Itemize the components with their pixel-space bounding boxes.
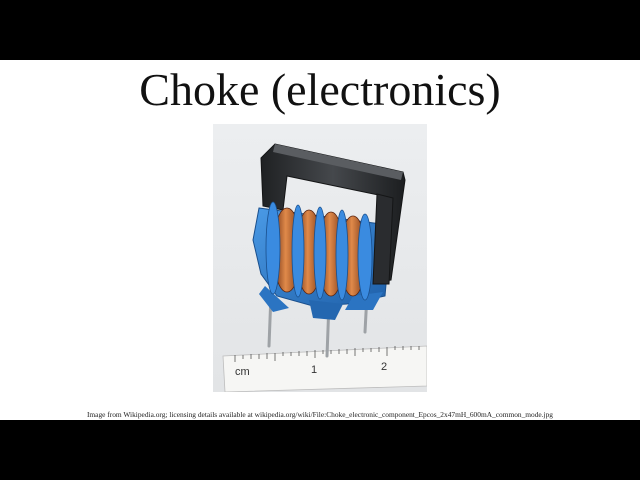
choke-photo: cm 1 2: [213, 124, 427, 392]
ruler-unit-label: cm: [235, 366, 250, 378]
ruler-mark-2-label: 2: [381, 361, 387, 373]
slide-title: Choke (electronics): [139, 64, 501, 115]
ferrite-core-leg: [372, 193, 394, 285]
ruler-mark-1-label: 1: [311, 364, 317, 376]
bobbin-flanges: [265, 201, 373, 301]
choke-illustration: cm 1 2: [213, 124, 427, 392]
image-attribution: Image from Wikipedia.org; licensing deta…: [86, 410, 554, 419]
slide: Choke (electronics): [0, 60, 640, 420]
ruler: cm 1 2: [222, 345, 427, 392]
